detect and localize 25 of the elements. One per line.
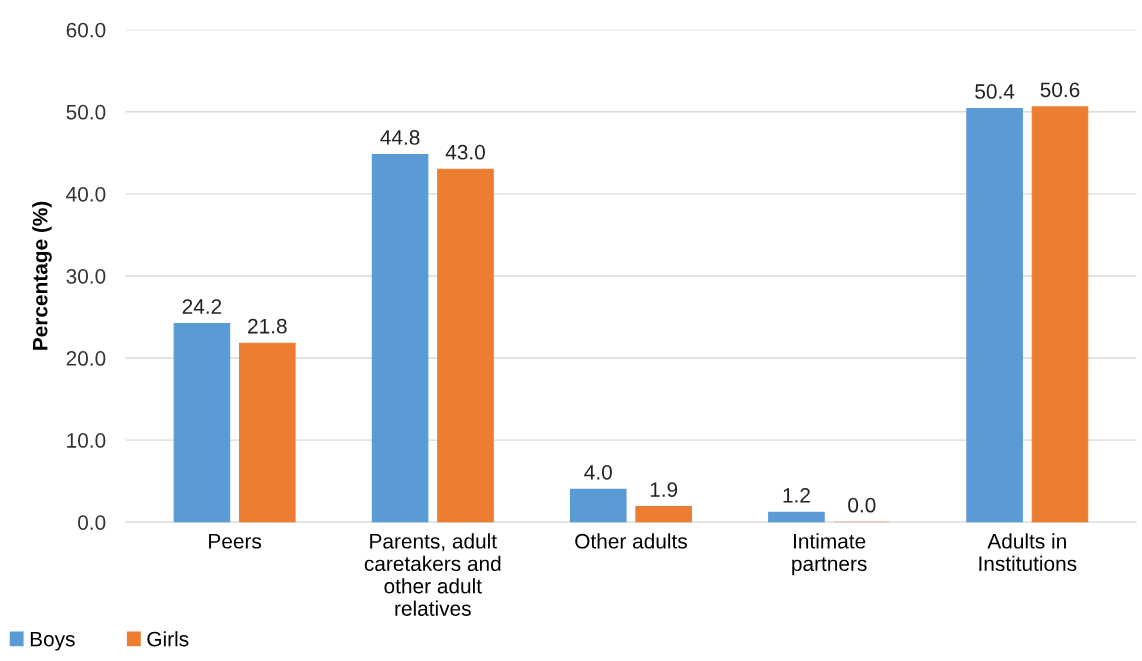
data-label: 0.0 (848, 497, 876, 513)
x-tick-label: Adults in Institutions (979, 533, 1077, 572)
data-label: 1.9 (650, 482, 678, 497)
data-label: 1.2 (783, 487, 810, 503)
data-label: 24.2 (182, 299, 222, 314)
y-tick-label: 40.0 (66, 186, 106, 202)
y-tick-label: 30.0 (66, 268, 106, 284)
x-tick-label: Intimate partners (792, 533, 867, 576)
data-label: 44.8 (380, 130, 420, 145)
y-tick-label: 60.0 (66, 22, 106, 38)
x-tick-label: Parents, adult caretakers and other adult relatives (364, 533, 501, 616)
data-label: 50.6 (1040, 82, 1080, 98)
data-label: 43.0 (445, 144, 485, 160)
legend-label: Boys (30, 631, 75, 651)
data-label: 4.0 (584, 464, 612, 480)
y-axis-title: Percentage (%) (32, 201, 52, 350)
data-label: 50.4 (975, 84, 1015, 99)
y-tick-label: 0.0 (78, 515, 106, 530)
data-label: 21.8 (248, 318, 287, 334)
y-tick-label: 20.0 (66, 351, 106, 366)
y-tick-label: 10.0 (67, 433, 106, 448)
y-tick-label: 50.0 (66, 104, 106, 120)
x-tick-label: Peers (209, 534, 262, 549)
x-tick-label: Other adults (575, 533, 687, 549)
legend-label: Girls (147, 631, 189, 647)
